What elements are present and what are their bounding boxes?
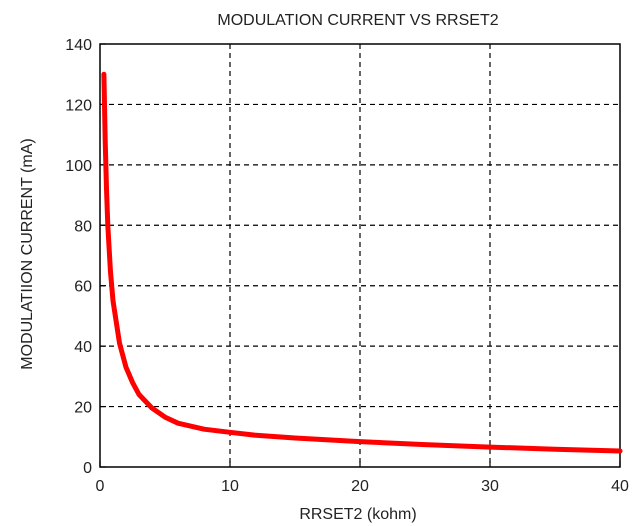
y-axis-title: MODULATIION CURRENT (mA) bbox=[19, 138, 36, 369]
y-tick-label: 100 bbox=[65, 158, 92, 175]
x-tick-label: 0 bbox=[96, 478, 105, 495]
y-tick-label: 80 bbox=[74, 218, 92, 235]
series bbox=[101, 71, 623, 454]
x-axis-title: RRSET2 (kohm) bbox=[299, 506, 416, 523]
chart-title: MODULATION CURRENT VS RRSET2 bbox=[217, 12, 498, 29]
y-tick-label: 60 bbox=[74, 279, 92, 296]
x-tick-label: 30 bbox=[481, 478, 499, 495]
x-tick-label: 20 bbox=[351, 478, 369, 495]
ticks: 0 10 20 30 40 0 20 40 60 80 100 120 140 bbox=[65, 37, 629, 495]
y-tick-label: 0 bbox=[83, 460, 92, 477]
y-tick-label: 120 bbox=[65, 97, 92, 114]
grid bbox=[100, 44, 620, 467]
x-tick-label: 10 bbox=[221, 478, 239, 495]
series-line bbox=[101, 71, 623, 454]
x-tick-label: 40 bbox=[611, 478, 629, 495]
y-tick-label: 20 bbox=[74, 400, 92, 417]
y-tick-label: 140 bbox=[65, 37, 92, 54]
y-tick-label: 40 bbox=[74, 339, 92, 356]
